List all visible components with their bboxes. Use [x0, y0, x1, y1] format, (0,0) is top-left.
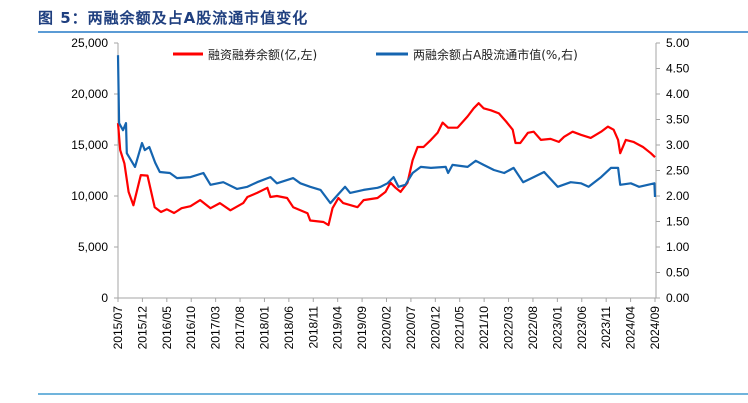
- legend-label-margin-balance: 融资融券余额(亿,左): [208, 47, 317, 62]
- x-axis-tick-label: 2016/10: [184, 306, 198, 350]
- x-axis-tick-label: 2024/04: [624, 306, 638, 350]
- x-axis-tick-label: 2023/01: [550, 306, 564, 350]
- right-axis-tick-label: 0.50: [666, 266, 690, 280]
- x-axis-tick-label: 2019/09: [355, 306, 369, 350]
- figure-title: 图 5：两融余额及占A股流通市值变化: [38, 9, 309, 27]
- x-axis-tick-label: 2021/05: [453, 306, 467, 350]
- x-axis-tick-label: 2019/04: [331, 306, 345, 350]
- x-axis-tick-label: 2022/03: [502, 306, 516, 350]
- right-axis-tick-label: 3.50: [666, 113, 690, 127]
- x-axis-tick-label: 2017/08: [233, 306, 247, 350]
- right-axis-tick-label: 1.00: [666, 240, 690, 254]
- x-axis-tick-label: 2017/03: [209, 306, 223, 350]
- right-axis-tick-label: 4.00: [666, 87, 690, 101]
- x-axis-tick-label: 2020/07: [404, 306, 418, 350]
- left-axis-tick-label: 0: [101, 291, 108, 305]
- left-axis-tick-label: 25,000: [71, 36, 108, 50]
- x-axis-tick-label: 2015/07: [111, 306, 125, 350]
- left-axis-tick-label: 15,000: [71, 138, 108, 152]
- x-axis-tick-label: 2024/09: [648, 306, 662, 350]
- right-axis-tick-label: 4.50: [666, 62, 690, 76]
- right-axis-tick-label: 3.00: [666, 138, 690, 152]
- left-axis-tick-label: 10,000: [71, 189, 108, 203]
- x-axis-tick-label: 2018/01: [257, 306, 271, 350]
- margin-balance-series-line: [116, 102, 656, 227]
- right-axis-tick-label: 0.00: [666, 291, 690, 305]
- footer-divider: [38, 393, 748, 395]
- right-axis-tick-label: 2.00: [666, 189, 690, 203]
- right-axis-tick-label: 1.50: [666, 215, 690, 229]
- x-axis-tick-label: 2018/06: [282, 306, 296, 350]
- title-divider: [38, 31, 748, 33]
- x-axis-tick-label: 2020/02: [380, 306, 394, 350]
- left-axis-tick-label: 20,000: [71, 87, 108, 101]
- margin-ratio-series-line: [116, 55, 657, 205]
- left-axis-tick-label: 5,000: [78, 240, 108, 254]
- right-axis-tick-label: 5.00: [666, 36, 690, 50]
- x-axis-tick-label: 2020/12: [428, 306, 442, 350]
- x-axis-tick-label: 2016/05: [160, 306, 174, 350]
- x-axis-tick-label: 2023/06: [575, 306, 589, 350]
- x-axis-tick-label: 2015/12: [135, 306, 149, 350]
- legend-label-margin-ratio: 两融余额占A股流通市值(%,右): [413, 47, 578, 62]
- x-axis-tick-label: 2021/10: [477, 306, 491, 350]
- x-axis-tick-label: 2023/11: [599, 306, 613, 349]
- right-axis-tick-label: 2.50: [666, 164, 690, 178]
- x-axis-tick-label: 2022/08: [526, 306, 540, 350]
- x-axis-tick-label: 2018/11: [306, 306, 320, 349]
